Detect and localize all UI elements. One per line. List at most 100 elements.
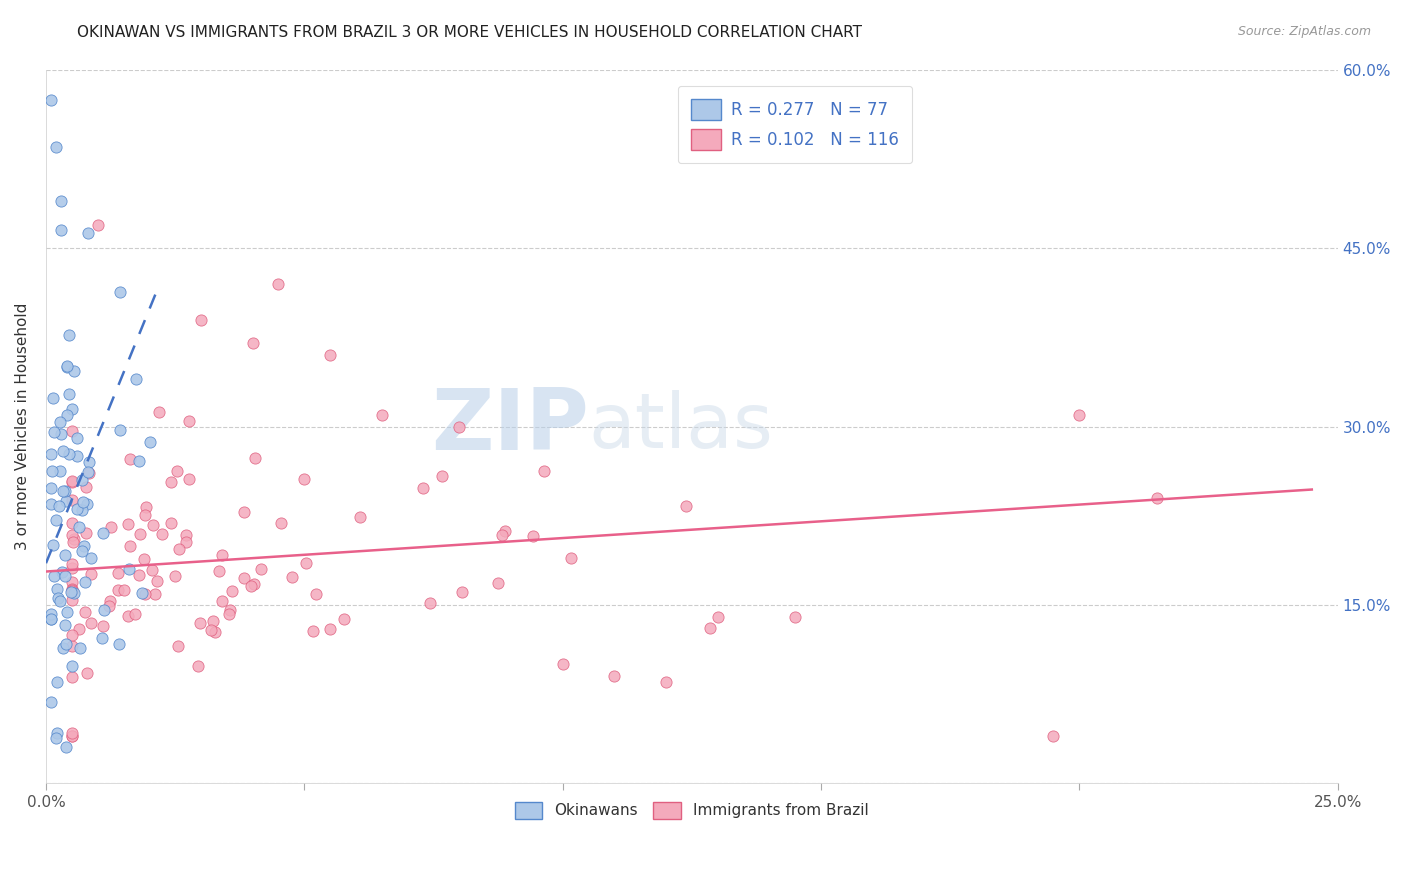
Point	[107, 566, 129, 580]
Point	[52, 444, 75, 458]
Point	[59, 584, 82, 599]
Point	[86, 218, 108, 232]
Point	[58, 447, 80, 461]
Point	[371, 408, 394, 422]
Point	[52, 484, 75, 499]
Point	[211, 593, 233, 607]
Point	[60, 659, 83, 673]
Point	[1146, 491, 1168, 505]
Point	[560, 551, 582, 566]
Point	[125, 372, 148, 386]
Point	[174, 528, 197, 542]
Point	[167, 542, 190, 557]
Point	[134, 587, 156, 601]
Point	[166, 464, 188, 478]
Point	[117, 608, 139, 623]
Point	[128, 567, 150, 582]
Point	[304, 587, 326, 601]
Point	[419, 596, 441, 610]
Point	[41, 464, 63, 478]
Point	[134, 508, 156, 523]
Text: atlas: atlas	[589, 390, 773, 464]
Point	[233, 571, 256, 585]
Point	[49, 426, 72, 441]
Point	[45, 731, 67, 745]
Point	[75, 605, 97, 619]
Point	[204, 625, 226, 640]
Point	[42, 538, 65, 552]
Point	[107, 582, 129, 597]
Point	[100, 520, 122, 534]
Point	[45, 582, 67, 596]
Point	[1069, 408, 1091, 422]
Point	[533, 464, 555, 478]
Point	[118, 540, 141, 554]
Point	[551, 657, 574, 672]
Point	[75, 575, 97, 590]
Point	[60, 424, 83, 438]
Point	[117, 517, 139, 532]
Point	[60, 474, 83, 488]
Point	[60, 492, 83, 507]
Point	[60, 729, 83, 743]
Text: OKINAWAN VS IMMIGRANTS FROM BRAZIL 3 OR MORE VEHICLES IN HOUSEHOLD CORRELATION C: OKINAWAN VS IMMIGRANTS FROM BRAZIL 3 OR …	[77, 25, 862, 40]
Point	[39, 481, 62, 495]
Point	[67, 519, 90, 533]
Point	[141, 563, 163, 577]
Point	[75, 480, 97, 494]
Point	[55, 408, 77, 422]
Point	[120, 452, 142, 467]
Point	[242, 336, 264, 351]
Point	[174, 535, 197, 549]
Point	[233, 505, 256, 519]
Point	[267, 277, 290, 291]
Point	[77, 226, 100, 240]
Point	[202, 615, 225, 629]
Point	[1042, 729, 1064, 743]
Point	[486, 576, 509, 591]
Point	[62, 364, 84, 378]
Point	[70, 502, 93, 516]
Point	[60, 560, 83, 574]
Point	[56, 605, 79, 619]
Point	[39, 612, 62, 626]
Point	[91, 631, 114, 645]
Point	[148, 405, 170, 419]
Point	[39, 447, 62, 461]
Point	[45, 140, 67, 154]
Point	[98, 599, 121, 614]
Point	[522, 528, 544, 542]
Point	[80, 566, 103, 581]
Point	[39, 93, 62, 107]
Point	[190, 312, 212, 326]
Point	[49, 594, 72, 608]
Point	[62, 535, 84, 549]
Point	[139, 434, 162, 449]
Point	[177, 472, 200, 486]
Point	[301, 624, 323, 638]
Point	[60, 583, 83, 598]
Point	[45, 513, 67, 527]
Point	[449, 419, 471, 434]
Point	[412, 481, 434, 495]
Point	[60, 574, 83, 589]
Point	[135, 500, 157, 514]
Point	[60, 639, 83, 653]
Point	[150, 527, 173, 541]
Point	[72, 495, 94, 509]
Point	[60, 516, 83, 531]
Point	[53, 569, 76, 583]
Point	[250, 562, 273, 576]
Text: Source: ZipAtlas.com: Source: ZipAtlas.com	[1237, 25, 1371, 38]
Point	[60, 582, 83, 597]
Point	[53, 548, 76, 562]
Point	[129, 526, 152, 541]
Point	[91, 525, 114, 540]
Point	[319, 622, 342, 636]
Point	[55, 360, 77, 375]
Text: ZIP: ZIP	[430, 385, 589, 468]
Point	[179, 415, 201, 429]
Point	[49, 465, 72, 479]
Point	[58, 327, 80, 342]
Point	[70, 473, 93, 487]
